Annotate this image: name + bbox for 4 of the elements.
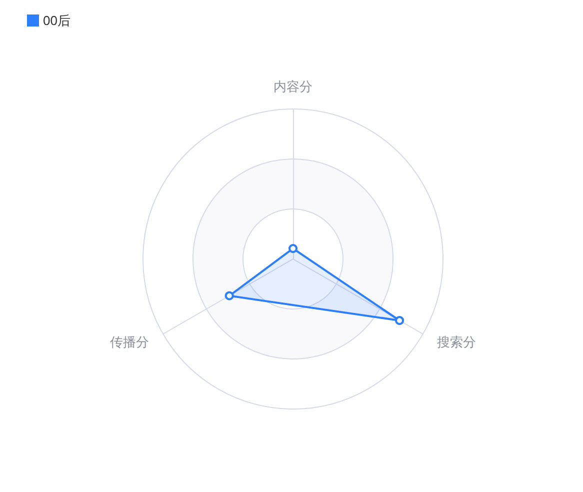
spoke-label: 内容分: [274, 79, 312, 94]
spoke-label: 搜索分: [436, 334, 476, 350]
legend-label: 00后: [43, 13, 70, 28]
spoke-label: 传播分: [110, 334, 150, 350]
